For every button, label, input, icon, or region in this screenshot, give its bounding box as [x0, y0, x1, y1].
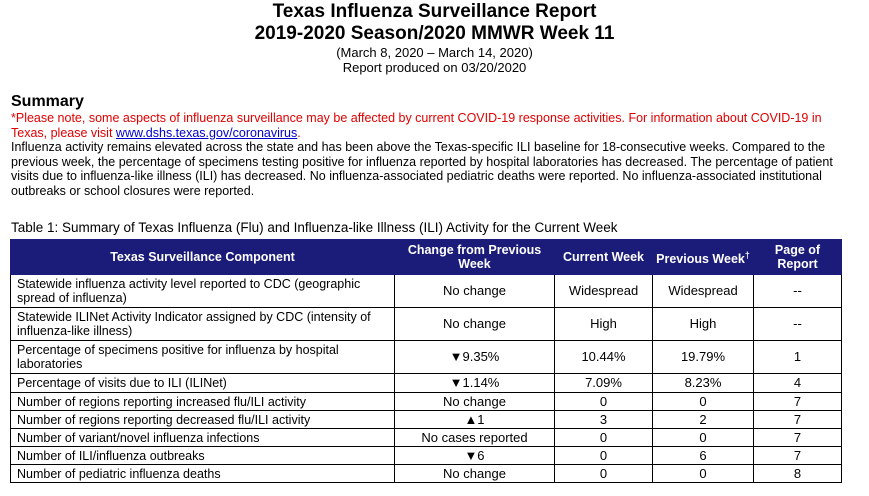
row-previous: 2 [652, 410, 754, 429]
row-change: No cases reported [394, 428, 555, 447]
row-previous: 6 [652, 446, 754, 465]
report-header: Texas Influenza Surveillance Report 2019… [0, 0, 869, 75]
header-previous-label: Previous Week [656, 251, 745, 266]
table-row: Number of variant/novel influenza infect… [10, 428, 842, 447]
row-component: Statewide influenza activity level repor… [10, 274, 395, 308]
row-page: 7 [753, 392, 842, 411]
row-previous: High [652, 307, 754, 341]
row-current: 0 [554, 392, 653, 411]
table-row: Statewide influenza activity level repor… [10, 274, 842, 308]
header-previous-footnote: † [744, 249, 750, 260]
row-change: No change [394, 464, 555, 483]
row-page: -- [753, 274, 842, 308]
row-page: 7 [753, 410, 842, 429]
header-component: Texas Surveillance Component [10, 239, 395, 275]
row-current: 10.44% [554, 340, 653, 374]
covid-note: *Please note, some aspects of influenza … [11, 111, 856, 140]
table-row: Number of pediatric influenza deaths No … [10, 464, 842, 483]
row-change: ▲1 [394, 410, 555, 429]
summary-section: Summary *Please note, some aspects of in… [11, 93, 856, 198]
row-previous: 0 [652, 392, 754, 411]
row-page: 4 [753, 373, 842, 393]
table-row: Number of ILI/influenza outbreaks ▼6 0 6… [10, 446, 842, 465]
report-produced-date: Report produced on 03/20/2020 [342, 60, 527, 75]
header-previous: Previous Week† [652, 239, 754, 275]
row-component: Percentage of specimens positive for inf… [10, 340, 395, 374]
table-row: Number of regions reporting decreased fl… [10, 410, 842, 429]
surveillance-table: Texas Surveillance Component Change from… [10, 239, 842, 483]
row-page: 1 [753, 340, 842, 374]
row-previous: 0 [652, 464, 754, 483]
row-previous: Widespread [652, 274, 754, 308]
table-row: Percentage of specimens positive for inf… [10, 340, 842, 374]
table-header-row: Texas Surveillance Component Change from… [10, 239, 842, 275]
row-current: Widespread [554, 274, 653, 308]
table-row: Statewide ILINet Activity Indicator assi… [10, 307, 842, 341]
row-previous: 8.23% [652, 373, 754, 393]
row-current: 0 [554, 446, 653, 465]
covid-note-text: *Please note, some aspects of influenza … [11, 111, 822, 140]
row-change: ▼9.35% [394, 340, 555, 374]
table-caption: Table 1: Summary of Texas Influenza (Flu… [11, 220, 618, 235]
row-page: 7 [753, 428, 842, 447]
header-page: Page of Report [753, 239, 842, 275]
row-change: ▼6 [394, 446, 555, 465]
row-page: 8 [753, 464, 842, 483]
row-previous: 19.79% [652, 340, 754, 374]
header-current: Current Week [554, 239, 653, 275]
covid-link[interactable]: www.dshs.texas.gov/coronavirus [115, 125, 298, 140]
row-component: Number of ILI/influenza outbreaks [10, 446, 395, 465]
row-current: 0 [554, 464, 653, 483]
row-component: Number of variant/novel influenza infect… [10, 428, 395, 447]
summary-heading: Summary [11, 93, 84, 110]
header-change: Change from Previous Week [394, 239, 555, 275]
summary-body: Influenza activity remains elevated acro… [11, 140, 833, 198]
covid-note-end: . [297, 125, 301, 140]
row-component: Number of regions reporting decreased fl… [10, 410, 395, 429]
row-component: Percentage of visits due to ILI (ILINet) [10, 373, 395, 393]
row-change: No change [394, 307, 555, 341]
row-current: 3 [554, 410, 653, 429]
row-component: Number of pediatric influenza deaths [10, 464, 395, 483]
row-component: Statewide ILINet Activity Indicator assi… [10, 307, 395, 341]
row-current: 0 [554, 428, 653, 447]
row-change: No change [394, 392, 555, 411]
row-page: 7 [753, 446, 842, 465]
row-change: No change [394, 274, 555, 308]
report-date-range: (March 8, 2020 – March 14, 2020) [336, 45, 533, 60]
row-previous: 0 [652, 428, 754, 447]
row-page: -- [753, 307, 842, 341]
report-title: Texas Influenza Surveillance Report [272, 1, 597, 22]
row-current: 7.09% [554, 373, 653, 393]
report-season-title: 2019-2020 Season/2020 MMWR Week 11 [254, 23, 615, 44]
row-change: ▼1.14% [394, 373, 555, 393]
table-row: Percentage of visits due to ILI (ILINet)… [10, 373, 842, 393]
row-current: High [554, 307, 653, 341]
table-row: Number of regions reporting increased fl… [10, 392, 842, 411]
row-component: Number of regions reporting increased fl… [10, 392, 395, 411]
